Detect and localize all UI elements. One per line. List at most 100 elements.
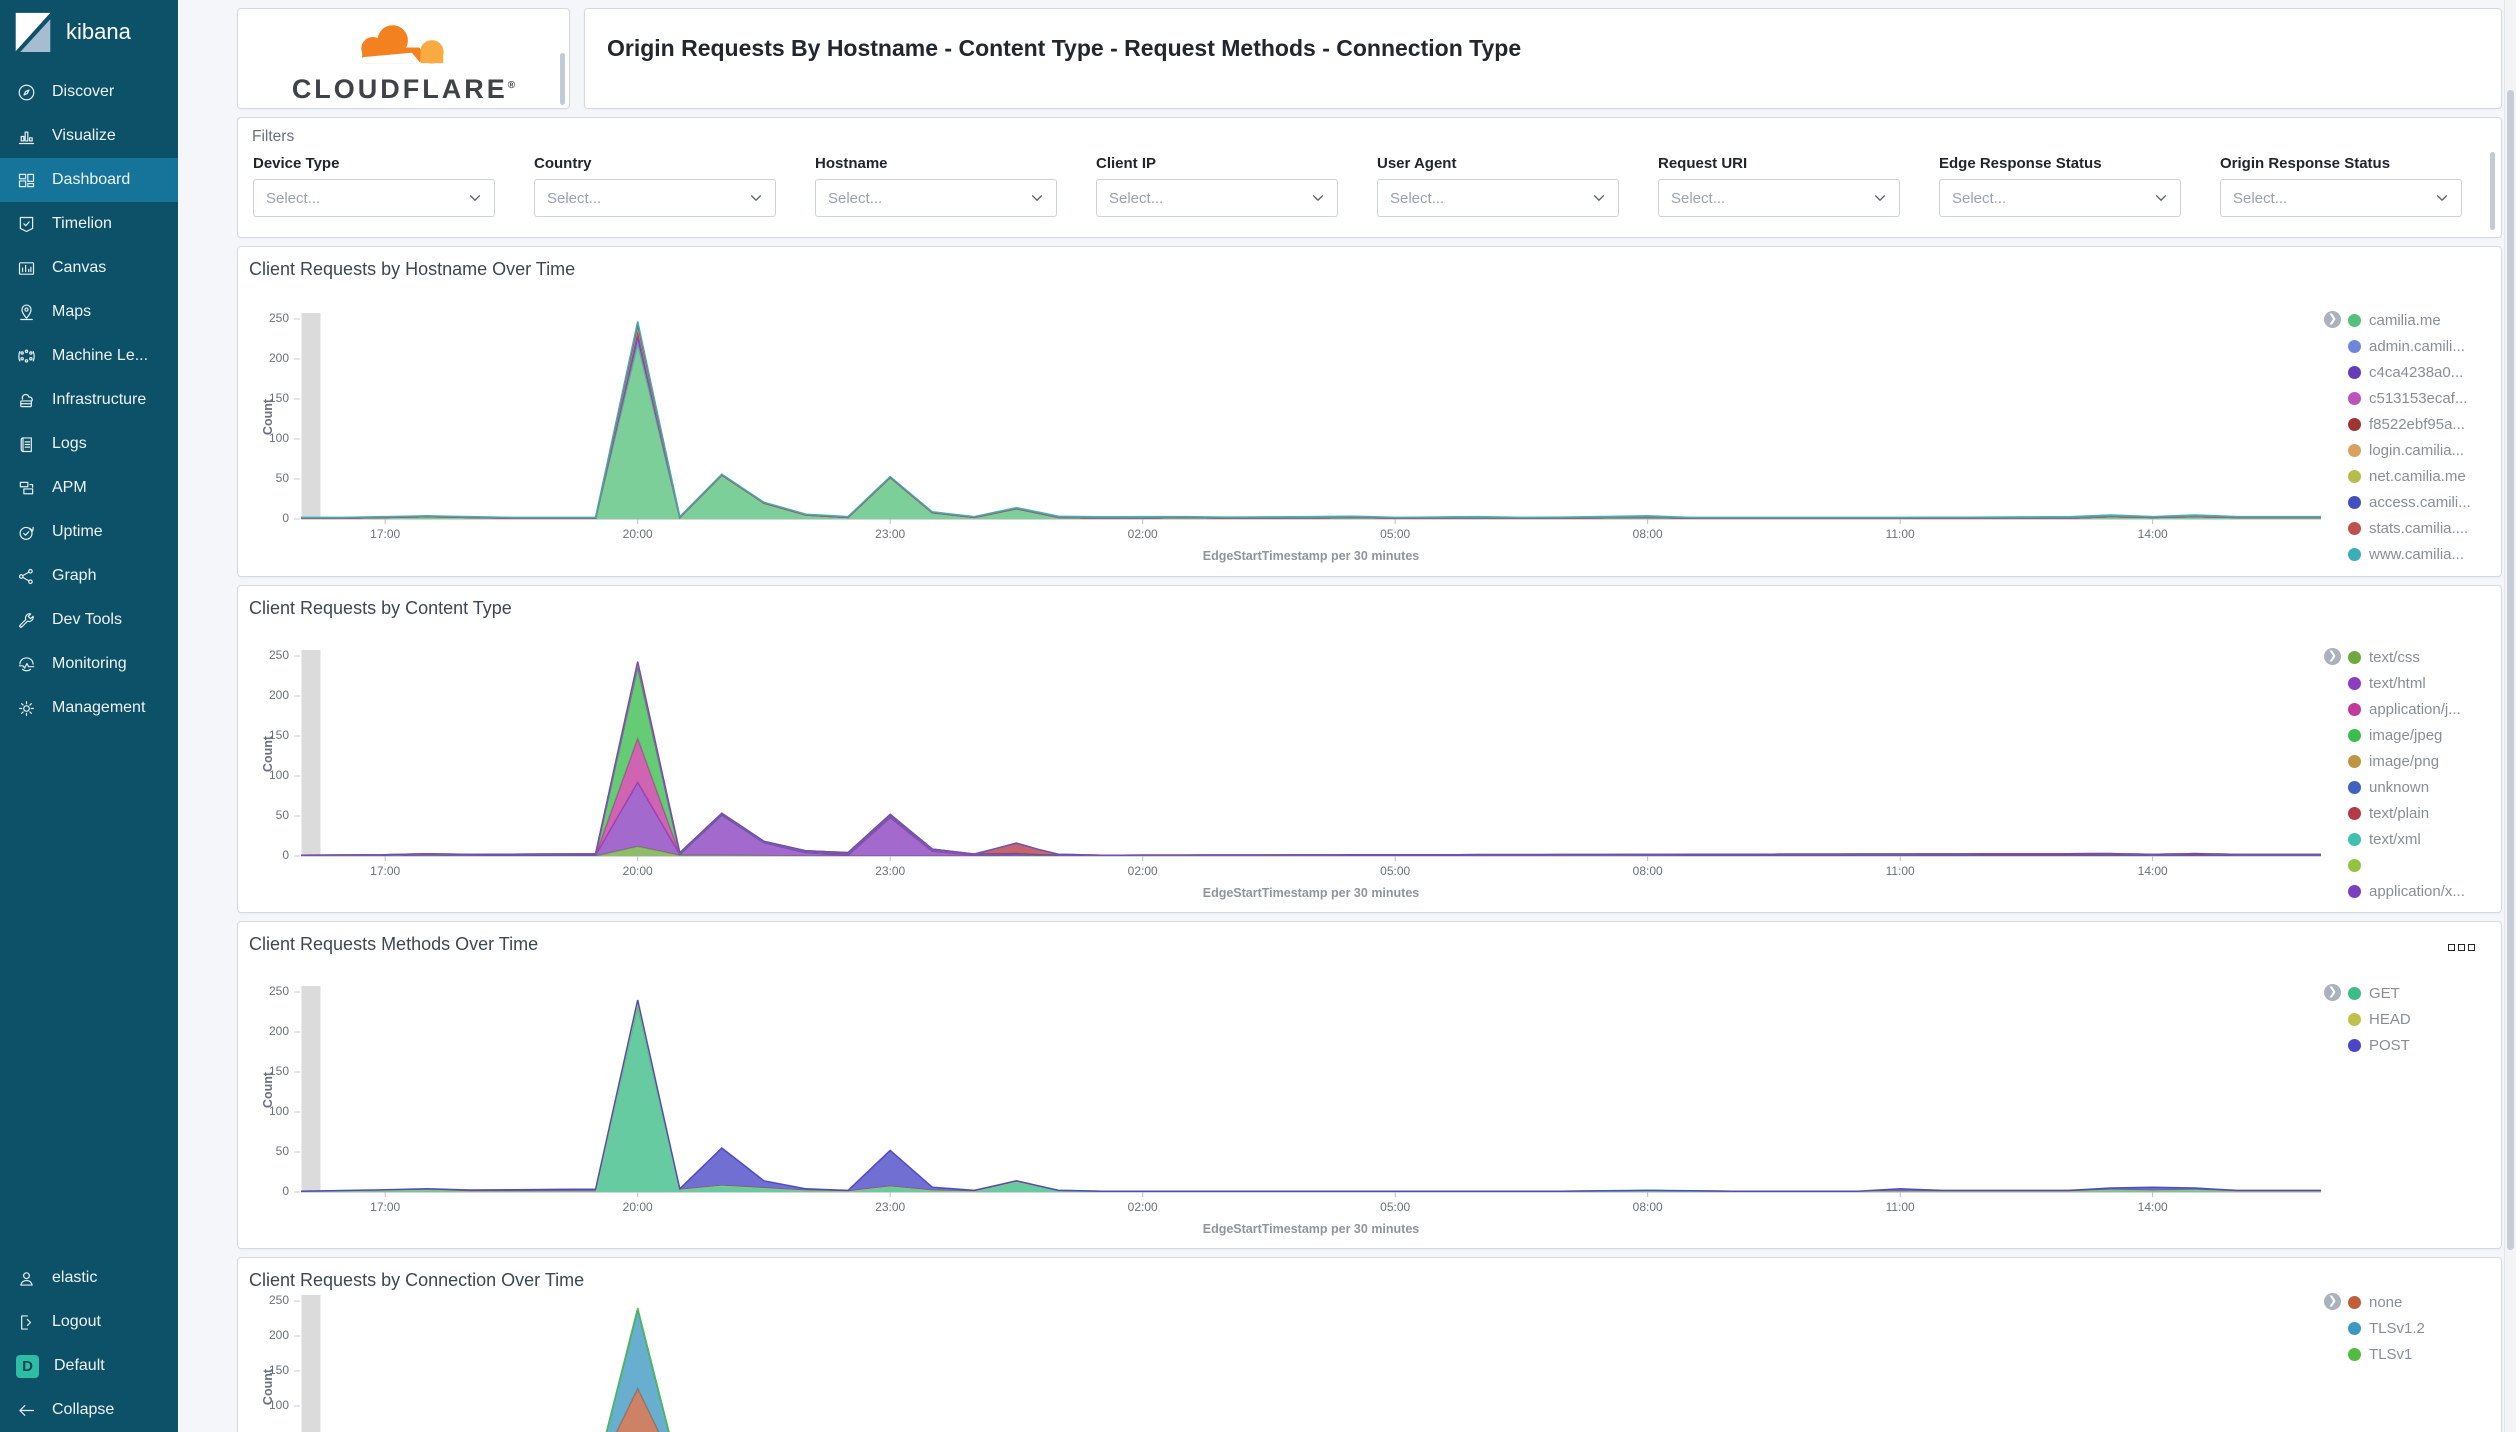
sidebar-item-graph[interactable]: Graph: [0, 554, 178, 598]
device-type-filter-select[interactable]: Select...: [253, 179, 495, 217]
apm-icon: [19, 481, 34, 494]
legend-color-dot: [2348, 547, 2361, 561]
sidebar-item-visualize[interactable]: Visualize: [0, 114, 178, 158]
legend-color-dot: [2348, 339, 2361, 353]
legend-item-text-html[interactable]: text/html: [2348, 670, 2516, 696]
legend-item-access-camili[interactable]: access.camili...: [2348, 489, 2516, 515]
legend-color-dot: [2348, 986, 2361, 1000]
legend-label: TLSv1: [2369, 1345, 2413, 1363]
legend-item-login-camilia[interactable]: login.camilia...: [2348, 437, 2516, 463]
origin-response-status-filter-select[interactable]: Select...: [2220, 179, 2462, 217]
chart-panel-client-requests-methods-over-time: Client Requests Methods Over Time 0 50 100 1…: [237, 921, 2502, 1249]
legend-item-net-camilia-me[interactable]: net.camilia.me: [2348, 463, 2516, 489]
legend-item-c513153ecaf[interactable]: c513153ecaf...: [2348, 385, 2516, 411]
legend-color-dot: [2348, 676, 2361, 690]
filter-label: Device Type: [253, 155, 340, 172]
sidebar-item-apm[interactable]: APM: [0, 466, 178, 510]
sidebar-item-label: Machine Le...: [52, 347, 149, 364]
legend-item-image-jpeg[interactable]: image/jpeg: [2348, 722, 2516, 748]
sidebar-item-logout[interactable]: Logout: [0, 1300, 178, 1344]
legend-toggle-icon[interactable]: ❯: [2324, 1293, 2341, 1310]
panel-options-icon[interactable]: [2448, 944, 2475, 951]
kibana-logo[interactable]: kibana: [0, 0, 178, 70]
sidebar-item-infrastructure[interactable]: Infrastructure: [0, 378, 178, 422]
legend-item-application-x[interactable]: application/x...: [2348, 878, 2516, 904]
devtools-icon: [18, 612, 34, 628]
legend-toggle-icon[interactable]: ❯: [2324, 984, 2341, 1001]
sidebar-item-logs[interactable]: Logs: [0, 422, 178, 466]
legend-item-text-css[interactable]: text/css: [2348, 644, 2516, 670]
legend-label: www.camilia...: [2369, 545, 2465, 563]
panel-scrollbar[interactable]: [2490, 152, 2495, 230]
sidebar-item-machine-le[interactable]: Machine Le...: [0, 334, 178, 378]
y-axis-title: Count: [261, 1368, 275, 1405]
legend-item-tlsv1-2[interactable]: TLSv1.2: [2348, 1315, 2516, 1341]
legend-item-text-plain[interactable]: text/plain: [2348, 800, 2516, 826]
sidebar-item-label: Uptime: [52, 523, 103, 540]
sidebar-footer-nav: elastic Logout D Default Collapse: [0, 1256, 178, 1432]
sidebar-item-collapse[interactable]: Collapse: [0, 1388, 178, 1432]
chart-plot[interactable]: [238, 586, 2503, 914]
filter-group-edge-response-status: Edge Response Status Select...: [1939, 155, 2181, 217]
hostname-filter-select[interactable]: Select...: [815, 179, 1057, 217]
y-axis-title: Count: [261, 735, 275, 773]
legend-item-stats-camilia[interactable]: stats.camilia....: [2348, 515, 2516, 541]
y-axis-tick-label: 250: [268, 1293, 289, 1307]
panel-scrollbar[interactable]: [560, 53, 565, 105]
chart-plot[interactable]: [238, 1258, 2503, 1432]
sidebar-item-management[interactable]: Management: [0, 686, 178, 730]
sidebar-item-dashboard[interactable]: Dashboard: [0, 158, 178, 202]
visualize-icon: [18, 131, 35, 144]
edge-response-status-filter-select[interactable]: Select...: [1939, 179, 2181, 217]
sidebar-item-default[interactable]: D Default: [0, 1344, 178, 1388]
legend-item-admin-camili[interactable]: admin.camili...: [2348, 333, 2516, 359]
legend-item-camilia-me[interactable]: camilia.me: [2348, 307, 2516, 333]
sidebar-item-monitoring[interactable]: Monitoring: [0, 642, 178, 686]
legend-toggle-icon[interactable]: ❯: [2324, 648, 2341, 665]
user-agent-filter-select[interactable]: Select...: [1377, 179, 1619, 217]
legend-item-item[interactable]: [2348, 852, 2516, 878]
client-ip-filter-select[interactable]: Select...: [1096, 179, 1338, 217]
legend-color-dot: [2348, 702, 2361, 716]
chart-plot[interactable]: [238, 922, 2503, 1250]
x-axis-tick-label: 02:00: [1127, 864, 1158, 878]
legend-item-text-xml[interactable]: text/xml: [2348, 826, 2516, 852]
legend-item-head[interactable]: HEAD: [2348, 1006, 2516, 1032]
sidebar-item-discover[interactable]: Discover: [0, 70, 178, 114]
y-axis-tick-label: 0: [282, 1184, 289, 1198]
maps-icon: [20, 303, 33, 320]
chart-plot[interactable]: [238, 247, 2503, 578]
sidebar-item-label: Infrastructure: [52, 391, 147, 408]
sidebar-item-label: Maps: [52, 303, 92, 320]
legend-item-f8522ebf95a[interactable]: f8522ebf95a...: [2348, 411, 2516, 437]
legend-toggle-icon[interactable]: ❯: [2324, 311, 2341, 328]
legend-item-tlsv1[interactable]: TLSv1: [2348, 1341, 2516, 1367]
sidebar-item-uptime[interactable]: Uptime: [0, 510, 178, 554]
sidebar-item-elastic[interactable]: elastic: [0, 1256, 178, 1300]
sidebar-item-maps[interactable]: Maps: [0, 290, 178, 334]
legend-item-application-j[interactable]: application/j...: [2348, 696, 2516, 722]
legend-item-get[interactable]: GET: [2348, 980, 2516, 1006]
legend-item-www-camilia[interactable]: www.camilia...: [2348, 541, 2516, 567]
legend-label: login.camilia...: [2369, 441, 2465, 459]
sidebar-item-dev-tools[interactable]: Dev Tools: [0, 598, 178, 642]
legend-label: f8522ebf95a...: [2369, 415, 2465, 433]
sidebar-item-canvas[interactable]: Canvas: [0, 246, 178, 290]
legend-item-c4ca4238a0[interactable]: c4ca4238a0...: [2348, 359, 2516, 385]
legend-item-post[interactable]: POST: [2348, 1032, 2516, 1058]
filter-group-request-uri: Request URI Select...: [1658, 155, 1900, 217]
sidebar-item-timelion[interactable]: Timelion: [0, 202, 178, 246]
chart-title: Client Requests by Hostname Over Time: [249, 259, 576, 279]
y-axis-tick-label: 150: [268, 1363, 289, 1377]
legend-item-none[interactable]: none: [2348, 1289, 2516, 1315]
registered-mark: ®: [507, 80, 516, 91]
legend-item-image-png[interactable]: image/png: [2348, 748, 2516, 774]
legend-item-unknown[interactable]: unknown: [2348, 774, 2516, 800]
space-default-badge: D: [16, 1354, 39, 1378]
filter-label: Edge Response Status: [1939, 155, 2102, 172]
window-scrollbar-thumb[interactable]: [2507, 90, 2514, 1250]
x-axis-tick-label: 05:00: [1380, 1200, 1411, 1214]
window-scrollbar[interactable]: [2504, 0, 2516, 1432]
request-uri-filter-select[interactable]: Select...: [1658, 179, 1900, 217]
country-filter-select[interactable]: Select...: [534, 179, 776, 217]
